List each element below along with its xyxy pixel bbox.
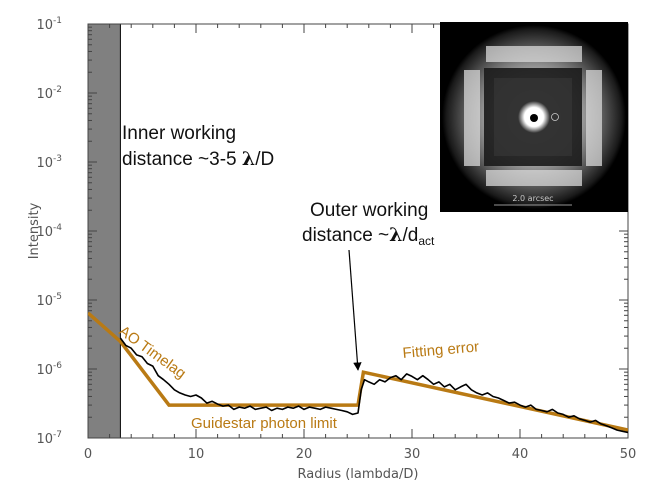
y-tick-label: 10-4 (36, 223, 62, 240)
x-tick-label: 0 (84, 447, 92, 462)
photon-limit-label: Guidestar photon limit (191, 415, 338, 432)
owa-label-line1: Outer working (310, 200, 428, 221)
x-tick-label: 10 (188, 447, 205, 462)
y-tick-label: 10-7 (36, 430, 62, 447)
scale-bar-label: 2.0 arcsec (512, 194, 553, 203)
iwa-label-line1: Inner working (122, 123, 236, 144)
y-tick-label: 10-6 (36, 361, 62, 378)
measured-contrast-line (119, 337, 628, 434)
y-tick-label: 10-1 (36, 16, 62, 33)
owa-label-line2: distance ~λ/dact (302, 224, 435, 248)
fitting-error-label: Fitting error (402, 338, 480, 362)
iwa-label-line2: distance ~3-5 λ/D (122, 148, 274, 170)
psf-inset-image: 2.0 arcsec (440, 22, 628, 212)
y-tick-labels: 10-1 10-2 10-3 10-4 10-5 10-6 10-7 (36, 16, 62, 447)
star-center-dot (530, 114, 538, 122)
companion-circle (551, 113, 559, 121)
y-tick-label: 10-2 (36, 85, 62, 102)
y-axis-label: Intensity (27, 202, 42, 259)
x-tick-label: 40 (512, 447, 529, 462)
x-axis-label: Radius (lambda/D) (298, 467, 419, 482)
y-tick-label: 10-5 (36, 292, 62, 309)
x-tick-labels: 0 10 20 30 40 50 (84, 447, 636, 462)
x-tick-label: 20 (296, 447, 313, 462)
y-tick-label: 10-3 (36, 154, 62, 171)
error-budget-line (88, 311, 628, 432)
x-tick-label: 30 (404, 447, 421, 462)
x-tick-label: 50 (620, 447, 637, 462)
owa-arrow (348, 249, 362, 371)
